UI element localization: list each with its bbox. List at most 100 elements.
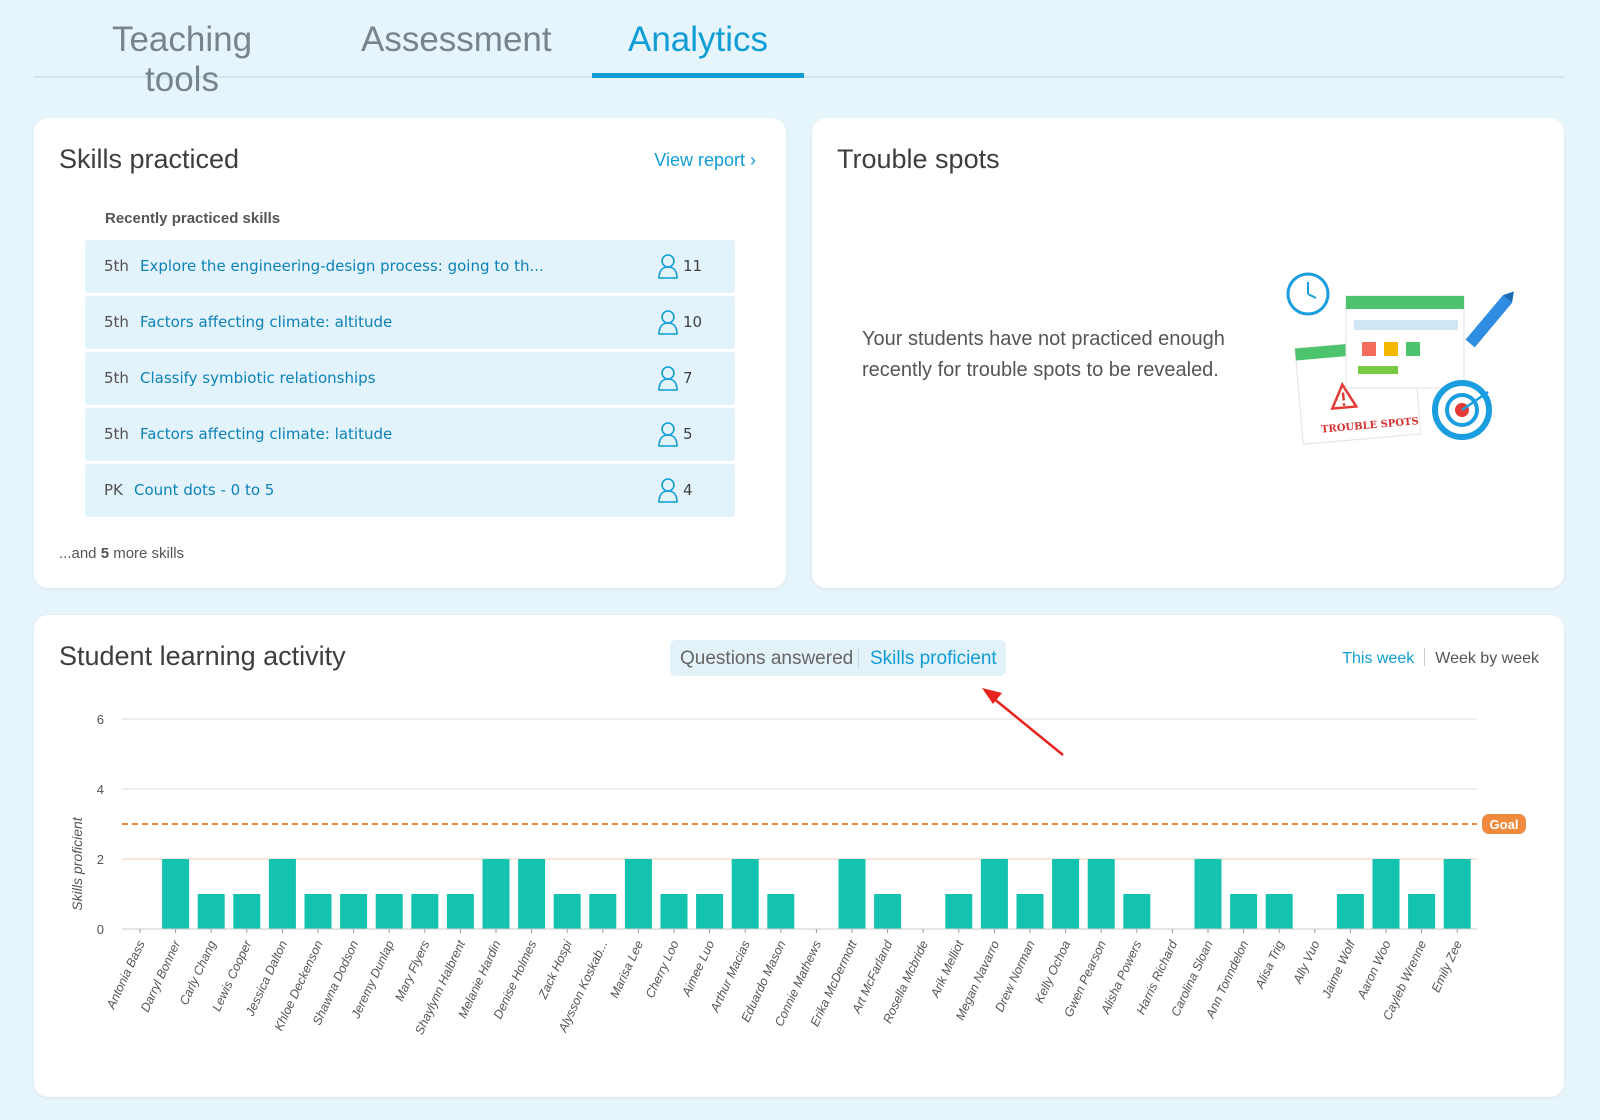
student-count: 7 (645, 365, 705, 393)
bar (268, 859, 296, 929)
skill-grade: 5th (104, 257, 129, 275)
tab-analytics[interactable]: Analytics (592, 20, 804, 78)
trouble-spots-illustration: TROUBLE SPOTS (1282, 270, 1522, 454)
bar (197, 894, 225, 929)
bar (945, 894, 973, 929)
bar (660, 894, 688, 929)
bar (767, 894, 795, 929)
toggle-divider (858, 647, 859, 669)
bar (518, 859, 546, 929)
skill-row[interactable]: 5th Factors affecting climate: latitude … (85, 408, 735, 461)
x-tick-label: Zack Hospi (535, 937, 575, 1002)
x-tick-label: Cherry Loo (643, 938, 682, 1000)
x-tick-label: Arik Melliot (928, 938, 967, 1001)
skill-grade: 5th (104, 313, 129, 331)
bar (980, 859, 1008, 929)
skill-grade: PK (104, 481, 123, 499)
bar (446, 894, 474, 929)
skill-count: 11 (683, 257, 703, 275)
tab-assessment[interactable]: Assessment (361, 20, 552, 59)
y-tick-label: 2 (97, 852, 104, 867)
time-range-toggle: This week Week by week (1342, 648, 1539, 668)
bar (874, 894, 902, 929)
bar (1265, 894, 1293, 929)
bar (162, 859, 190, 929)
skill-name-link[interactable]: Explore the engineering-design process: … (140, 257, 544, 275)
bar (1123, 894, 1151, 929)
learning-activity-title: Student learning activity (59, 641, 346, 671)
report-page-icon (1345, 295, 1465, 389)
bar (375, 894, 403, 929)
x-tick-label: Jaime Wolf (1319, 937, 1359, 1001)
trouble-spots-card: Trouble spots Your students have not pra… (812, 118, 1564, 588)
y-axis-label: Skills proficient (69, 816, 85, 910)
skill-grade: 5th (104, 369, 129, 387)
skill-row[interactable]: 5th Explore the engineering-design proce… (85, 240, 735, 293)
clock-icon (1286, 272, 1330, 316)
skill-name-link[interactable]: Factors affecting climate: altitude (140, 313, 393, 331)
range-divider (1424, 648, 1426, 666)
learning-activity-card: 0 2 4 6 Skills proficient Antonia Bass Darryl … (34, 615, 1564, 1097)
bar (553, 894, 581, 929)
tab-bar: Teaching tools Assessment Analytics (34, 0, 1564, 99)
bar (1194, 859, 1222, 929)
trouble-spots-title: Trouble spots (837, 144, 1000, 174)
x-tick-label: Marisa Lee (607, 938, 646, 1000)
student-icon (658, 366, 678, 391)
skill-count: 7 (683, 369, 693, 387)
bar (1372, 859, 1400, 929)
skill-name-link[interactable]: Count dots - 0 to 5 (134, 481, 275, 499)
y-tick-label: 6 (97, 712, 104, 727)
x-tick-label: Emily Zee (1429, 938, 1465, 994)
skills-practiced-card: Skills practiced View report › Recently … (34, 118, 786, 588)
bar (340, 894, 368, 929)
bar (838, 859, 866, 929)
x-tick-label: Aimee Luo (679, 938, 717, 999)
target-icon (1432, 380, 1492, 440)
this-week-option[interactable]: This week (1342, 650, 1415, 667)
skill-row[interactable]: PK Count dots - 0 to 5 4 (85, 464, 735, 517)
bar (1336, 894, 1364, 929)
student-icon (658, 422, 678, 447)
bar (233, 894, 261, 929)
x-tick-label: Aaron Woo (1354, 938, 1394, 1002)
skills-proficient-toggle[interactable]: Skills proficient (870, 648, 997, 669)
skill-row[interactable]: 5th Classify symbiotic relationships 7 (85, 352, 735, 405)
questions-answered-toggle[interactable]: Questions answered (680, 648, 854, 669)
more-skills-note: ...and 5 more skills (59, 545, 185, 562)
bar (1443, 859, 1471, 929)
x-tick-label: Ally Vuo (1290, 938, 1322, 986)
y-tick-label: 4 (97, 782, 104, 797)
bar (1016, 894, 1044, 929)
goal-label: Goal (1490, 817, 1519, 832)
skill-name-link[interactable]: Factors affecting climate: latitude (140, 425, 393, 443)
tab-teaching-tools[interactable]: Teaching tools (111, 20, 253, 99)
x-tick-label: Kelly Ochoa (1032, 938, 1073, 1005)
y-tick-label: 0 (97, 922, 104, 937)
view-report-link[interactable]: View report › (654, 150, 756, 170)
bar (1087, 859, 1115, 929)
x-tick-label: Carly Chang (177, 938, 219, 1007)
trouble-spots-message: Your students have not practiced enough … (862, 328, 1225, 381)
student-icon (658, 254, 678, 279)
skill-count: 4 (683, 481, 693, 499)
bar (304, 894, 332, 929)
bar (696, 894, 724, 929)
student-icon (658, 478, 678, 503)
bar (1052, 859, 1080, 929)
x-tick-label: Mary Flyers (392, 938, 432, 1003)
bar (1230, 894, 1258, 929)
skill-grade: 5th (104, 425, 129, 443)
bar (624, 859, 652, 929)
student-icon (658, 310, 678, 335)
skill-row[interactable]: 5th Factors affecting climate: altitude … (85, 296, 735, 349)
recent-skills-label: Recently practiced skills (105, 210, 281, 227)
student-count: 10 (645, 309, 705, 337)
skill-name-link[interactable]: Classify symbiotic relationships (140, 369, 376, 387)
metric-toggle: Questions answered Skills proficient (670, 640, 1006, 676)
goal-badge (1482, 814, 1526, 834)
student-count: 11 (645, 253, 705, 281)
bar (482, 859, 510, 929)
week-by-week-option[interactable]: Week by week (1435, 650, 1539, 667)
